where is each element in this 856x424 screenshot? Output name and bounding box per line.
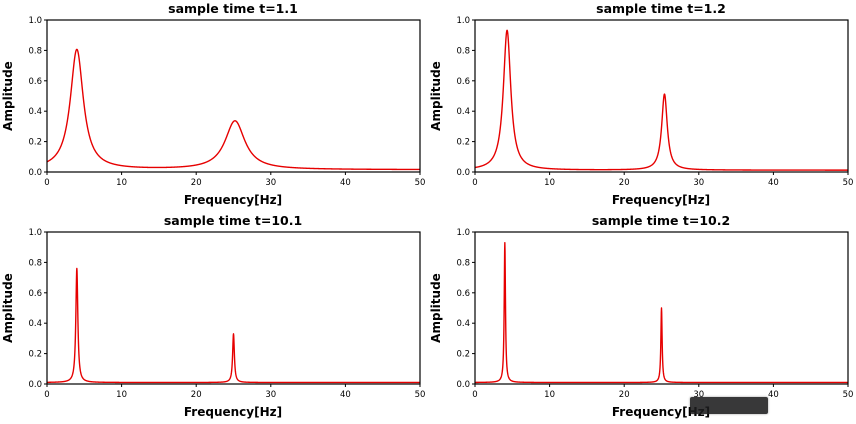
y-tick-label: 1.0 <box>456 228 470 238</box>
plot-frame <box>474 231 849 385</box>
subplot-bottom-right: 0 10 20 30 40 50 0.0 0.2 0.4 0.6 0.8 1.0 sample time… <box>428 212 856 424</box>
chart-title: sample time t=1.2 <box>596 1 726 16</box>
x-tick-label: 40 <box>340 390 351 400</box>
y-axis-label: Amplitude <box>1 61 15 131</box>
y-tick-label: 0.2 <box>28 350 42 360</box>
x-tick-label: 30 <box>265 390 276 400</box>
y-tick-label: 0.8 <box>28 258 42 268</box>
axes-layer: 0 10 20 30 40 50 0.0 0.2 0.4 0.6 0.8 1.0 <box>28 16 425 188</box>
x-tick-label: 20 <box>191 390 202 400</box>
x-tick-label: 0 <box>44 178 49 188</box>
y-tick-label: 0.6 <box>456 77 470 87</box>
plot-frame <box>46 19 421 173</box>
x-tick-label: 40 <box>768 178 779 188</box>
x-tick-label: 20 <box>619 178 630 188</box>
x-tick-label: 40 <box>768 390 779 400</box>
chart-title: sample time t=10.2 <box>592 213 730 228</box>
y-tick-label: 0.0 <box>456 168 470 178</box>
y-tick-label: 0.8 <box>28 46 42 56</box>
x-axis-label: Frequency[Hz] <box>184 405 282 419</box>
x-tick-label: 50 <box>843 390 854 400</box>
axes-layer: 0 10 20 30 40 50 0.0 0.2 0.4 0.6 0.8 1.0 <box>456 16 853 188</box>
x-axis-label: Frequency[Hz] <box>612 405 710 419</box>
x-tick-label: 10 <box>544 178 555 188</box>
chart-title: sample time t=10.1 <box>164 213 302 228</box>
spectrum-line <box>46 48 421 171</box>
x-tick-label: 50 <box>415 178 426 188</box>
x-tick-label: 50 <box>843 178 854 188</box>
axes-layer: 0 10 20 30 40 50 0.0 0.2 0.4 0.6 0.8 1.0 <box>28 228 425 400</box>
x-tick-label: 0 <box>44 390 49 400</box>
x-tick-label: 40 <box>340 178 351 188</box>
x-tick-label: 30 <box>693 390 704 400</box>
chart-svg-2: 0 10 20 30 40 50 0.0 0.2 0.4 0.6 0.8 1.0 sample time… <box>429 1 853 207</box>
spectrum-line <box>474 29 849 171</box>
y-tick-label: 0.8 <box>456 258 470 268</box>
x-tick-label: 50 <box>415 390 426 400</box>
y-tick-label: 0.4 <box>28 319 42 329</box>
subplot-bottom-left: 0 10 20 30 40 50 0.0 0.2 0.4 0.6 0.8 1.0 sample time… <box>0 212 428 424</box>
subplot-top-right: 0 10 20 30 40 50 0.0 0.2 0.4 0.6 0.8 1.0 sample time… <box>428 0 856 212</box>
spectrum-line <box>474 241 849 384</box>
x-tick-label: 20 <box>191 178 202 188</box>
plot-frame <box>474 19 849 173</box>
y-tick-label: 0.2 <box>28 138 42 148</box>
x-tick-label: 0 <box>472 390 477 400</box>
chart-svg-1: 0 10 20 30 40 50 0.0 0.2 0.4 0.6 0.8 1.0 sample time… <box>1 1 425 207</box>
y-axis-label: Amplitude <box>429 273 443 343</box>
axes-layer: 0 10 20 30 40 50 0.0 0.2 0.4 0.6 0.8 1.0 <box>456 228 853 400</box>
y-tick-label: 1.0 <box>28 228 42 238</box>
y-tick-label: 0.0 <box>28 168 42 178</box>
x-tick-label: 10 <box>116 390 127 400</box>
y-tick-label: 0.2 <box>456 138 470 148</box>
y-tick-label: 0.4 <box>456 319 470 329</box>
x-tick-label: 10 <box>544 390 555 400</box>
x-tick-label: 20 <box>619 390 630 400</box>
chart-svg-4: 0 10 20 30 40 50 0.0 0.2 0.4 0.6 0.8 1.0 sample time… <box>429 213 853 419</box>
y-tick-label: 0.0 <box>28 380 42 390</box>
y-tick-label: 0.4 <box>28 107 42 117</box>
y-tick-label: 0.4 <box>456 107 470 117</box>
y-tick-label: 1.0 <box>28 16 42 26</box>
watermark <box>690 397 768 414</box>
y-axis-label: Amplitude <box>1 273 15 343</box>
x-tick-label: 30 <box>265 178 276 188</box>
chart-svg-3: 0 10 20 30 40 50 0.0 0.2 0.4 0.6 0.8 1.0 sample time… <box>1 213 425 419</box>
x-tick-label: 10 <box>116 178 127 188</box>
y-tick-label: 0.8 <box>456 46 470 56</box>
y-tick-label: 0.0 <box>456 380 470 390</box>
plot-frame <box>46 231 421 385</box>
y-axis-label: Amplitude <box>429 61 443 131</box>
y-tick-label: 0.2 <box>456 350 470 360</box>
x-tick-label: 0 <box>472 178 477 188</box>
subplot-top-left: 0 10 20 30 40 50 0.0 0.2 0.4 0.6 0.8 1.0 sample time… <box>0 0 428 212</box>
x-axis-label: Frequency[Hz] <box>612 193 710 207</box>
spectrum-line <box>46 267 421 384</box>
y-tick-label: 0.6 <box>28 289 42 299</box>
y-tick-label: 1.0 <box>456 16 470 26</box>
y-tick-label: 0.6 <box>28 77 42 87</box>
x-axis-label: Frequency[Hz] <box>184 193 282 207</box>
chart-title: sample time t=1.1 <box>168 1 298 16</box>
y-tick-label: 0.6 <box>456 289 470 299</box>
x-tick-label: 30 <box>693 178 704 188</box>
